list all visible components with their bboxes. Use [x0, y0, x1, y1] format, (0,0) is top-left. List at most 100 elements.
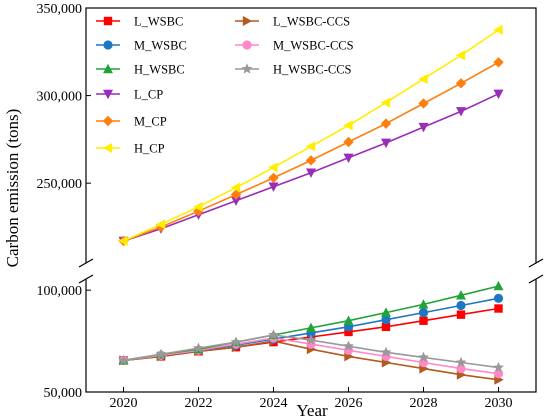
x-tick-label: 2020 — [110, 396, 138, 411]
data-point — [231, 196, 241, 206]
legend-entry: H_WSBC-CCS — [235, 63, 352, 77]
legend-entry: L_WSBC-CCS — [235, 15, 350, 29]
y-tick-label: 250,000 — [37, 177, 83, 192]
data-point — [380, 97, 391, 108]
axis-break-mark — [528, 274, 544, 284]
legend-marker — [241, 63, 253, 74]
data-point — [493, 369, 504, 379]
data-point — [305, 141, 316, 152]
y-tick-label: 350,000 — [37, 2, 83, 17]
y-axis-title: Carbon emission (tons) — [3, 109, 22, 268]
x-tick-label: 2030 — [485, 396, 513, 411]
legend-label: L_WSBC — [134, 15, 183, 29]
data-point — [268, 162, 278, 173]
data-point — [493, 280, 504, 291]
data-point — [493, 89, 504, 100]
data-point — [268, 329, 279, 340]
data-point — [155, 348, 167, 359]
data-point — [493, 293, 504, 303]
data-point — [305, 155, 317, 166]
data-point — [381, 138, 391, 149]
data-point — [381, 322, 391, 332]
legend-label: L_CP — [134, 88, 163, 102]
legend-label: H_CP — [134, 142, 165, 156]
data-point — [193, 201, 203, 212]
data-point — [494, 304, 503, 313]
legend-marker — [242, 40, 252, 50]
data-point — [306, 168, 316, 178]
data-point — [343, 153, 354, 163]
legend-label: M_WSBC — [134, 39, 187, 53]
legend-marker — [103, 89, 113, 100]
axis-break-mark — [78, 258, 94, 268]
data-point — [268, 172, 279, 184]
data-point — [380, 346, 392, 357]
legend-marker — [242, 16, 253, 26]
data-point — [343, 136, 354, 148]
series-h-cp — [118, 24, 503, 246]
data-point — [493, 24, 503, 35]
data-point — [118, 354, 129, 366]
series-line — [123, 61, 499, 242]
y-tick-label: 100,000 — [37, 284, 83, 299]
legend-entry: L_WSBC — [96, 15, 183, 29]
legend-label: H_WSBC — [134, 63, 185, 77]
data-point — [455, 78, 467, 89]
legend-entry: M_WSBC — [96, 39, 187, 53]
data-point — [381, 315, 391, 325]
data-point — [305, 334, 317, 345]
data-point — [230, 182, 241, 193]
legend-label: H_WSBC-CCS — [273, 63, 352, 77]
x-tick-label: 2022 — [185, 396, 213, 411]
legend-label: L_WSBC-CCS — [273, 15, 350, 29]
data-point — [455, 356, 467, 368]
x-tick-label: 2028 — [410, 396, 438, 411]
legend-marker — [102, 115, 114, 127]
legend-entry: M_CP — [96, 115, 167, 129]
legend-marker — [103, 16, 113, 26]
series-m-cp — [118, 57, 504, 247]
data-point — [380, 118, 392, 129]
data-point — [456, 300, 466, 311]
x-axis-title: Year — [296, 401, 328, 420]
legend-marker — [103, 40, 113, 50]
data-point — [155, 219, 166, 230]
legend-entry: H_CP — [96, 142, 165, 156]
data-point — [455, 50, 466, 61]
legend-entry: H_WSBC — [96, 63, 185, 77]
data-point — [418, 73, 428, 84]
data-point — [418, 98, 429, 109]
legend-entry: M_WSBC-CCS — [235, 39, 354, 53]
data-point — [343, 315, 354, 325]
legend-marker — [103, 63, 113, 74]
legend-marker — [102, 143, 113, 153]
series-l-cp — [118, 89, 504, 247]
y-tick-label: 50,000 — [44, 386, 83, 401]
y-tick-label: 300,000 — [37, 90, 83, 105]
x-tick-label: 2024 — [260, 396, 288, 411]
data-point — [418, 307, 429, 318]
legend-entry: L_CP — [96, 88, 163, 102]
data-point — [343, 120, 353, 131]
data-point — [493, 361, 504, 373]
legend-label: M_CP — [134, 115, 167, 129]
data-point — [230, 336, 242, 347]
plot-frame — [85, 7, 537, 393]
series-layer — [118, 24, 504, 385]
data-point — [456, 363, 466, 374]
data-point — [418, 122, 429, 133]
axis-break-mark — [528, 258, 544, 268]
data-point — [419, 316, 428, 325]
data-point — [193, 342, 204, 353]
data-point — [343, 340, 354, 351]
data-point — [118, 235, 128, 246]
data-point — [456, 290, 466, 300]
axis-break-mark — [78, 274, 94, 284]
data-point — [456, 310, 466, 319]
data-point — [381, 307, 391, 317]
legend: L_WSBC L_WSBC-CCS M_WSBC M_WSBC-CCS H_WSBC H_… — [96, 15, 354, 156]
data-point — [456, 107, 466, 117]
data-point — [493, 57, 504, 68]
legend-label: M_WSBC-CCS — [273, 39, 354, 53]
